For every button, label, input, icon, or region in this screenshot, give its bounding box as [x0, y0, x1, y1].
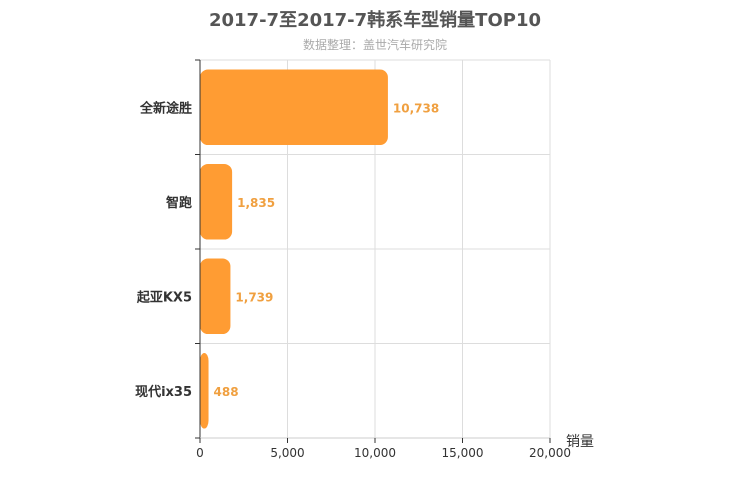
category-label: 智跑 [166, 195, 192, 211]
bar [200, 258, 231, 335]
chart-title: 2017-7至2017-7韩系车型销量TOP10 [208, 10, 541, 31]
value-label: 1,835 [237, 196, 275, 210]
value-label: 1,739 [235, 290, 273, 304]
bar [200, 163, 233, 240]
chart-subtitle: 数据整理：盖世汽车研究院 [302, 38, 447, 52]
category-label: 全新途胜 [139, 100, 192, 116]
value-label: 488 [214, 385, 239, 399]
bar [200, 352, 209, 429]
x-tick-label: 10,000 [354, 446, 396, 460]
x-axis-title: 销量 [566, 434, 594, 450]
x-tick-label: 5,000 [270, 446, 304, 460]
bars [200, 69, 388, 429]
x-tick-label: 20,000 [529, 446, 571, 460]
value-label: 10,738 [393, 101, 439, 115]
category-label: 现代ix35 [135, 384, 192, 400]
axes [195, 59, 551, 443]
category-label: 起亚KX5 [136, 289, 192, 305]
x-tick-label: 15,000 [442, 446, 484, 460]
bar [200, 69, 388, 146]
labels: 全新途胜 10,738 智跑 1,835 起亚KX5 1,739 现代ix35 488 0 5,0… [135, 100, 571, 460]
x-tick-label: 0 [196, 446, 204, 460]
